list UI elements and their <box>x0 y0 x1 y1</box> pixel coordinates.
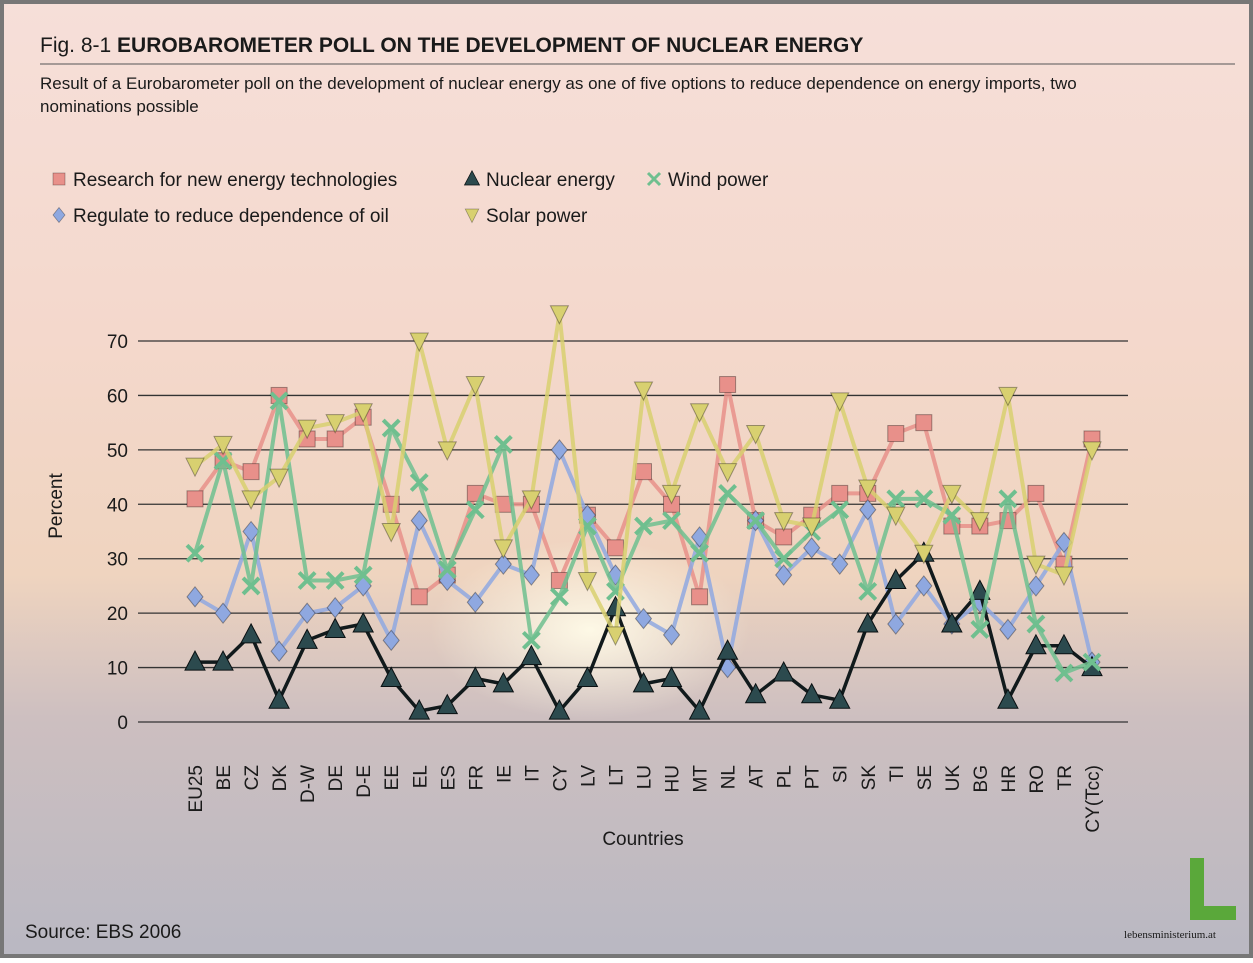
marker <box>243 464 259 480</box>
x-tick-label: TI <box>887 765 908 782</box>
legend-label: Research for new energy technologies <box>73 170 397 191</box>
x-tick-label: PL <box>775 765 796 788</box>
y-tick-label: 30 <box>107 550 128 571</box>
x-tick-label: LV <box>578 765 599 787</box>
logo-text: lebensministerium.at <box>1124 929 1216 941</box>
y-tick-label: 70 <box>107 332 128 353</box>
y-tick-label: 60 <box>107 386 128 407</box>
x-tick-label: RO <box>1027 765 1048 794</box>
marker <box>720 377 736 393</box>
logo-mark <box>1190 906 1236 920</box>
figure-label: Fig. 8-1 <box>40 34 111 57</box>
x-tick-label: CY(Tcc) <box>1083 765 1104 833</box>
marker <box>916 415 932 431</box>
x-tick-label: AT <box>747 765 768 788</box>
x-tick-label: EE <box>382 765 403 790</box>
y-tick-label: 10 <box>107 659 128 680</box>
chart: Fig. 8-1 EUROBAROMETER POLL ON THE DEVEL… <box>0 0 1253 958</box>
x-tick-label: DE <box>326 765 347 791</box>
legend-item: Research for new energy technologies <box>53 170 397 191</box>
x-tick-label: UK <box>943 765 964 792</box>
source: Source: EBS 2006 <box>25 922 181 943</box>
x-tick-label: EL <box>410 765 431 788</box>
x-tick-label: BG <box>971 765 992 792</box>
legend-label: Wind power <box>668 170 769 191</box>
x-tick-label: NL <box>719 765 740 789</box>
y-tick-label: 20 <box>107 604 128 625</box>
x-tick-label: ES <box>438 765 459 790</box>
x-tick-label: LT <box>606 765 627 786</box>
x-tick-label: D-W <box>298 765 319 803</box>
legend-label: Regulate to reduce dependence of oil <box>73 206 389 227</box>
x-tick-label: MT <box>691 765 712 793</box>
x-tick-label: HR <box>999 765 1020 792</box>
marker <box>692 589 708 605</box>
x-tick-label: PT <box>803 765 824 790</box>
legend-label: Nuclear energy <box>486 170 615 191</box>
marker <box>187 491 203 507</box>
marker <box>1028 485 1044 501</box>
x-tick-label: IE <box>494 765 515 783</box>
x-tick-label: CY <box>550 765 571 792</box>
title-text: EUROBAROMETER POLL ON THE DEVELOPMENT OF… <box>117 34 863 57</box>
x-tick-label: FR <box>466 765 487 790</box>
x-tick-label: D-E <box>354 765 375 798</box>
y-axis-label: Percent <box>46 473 67 539</box>
x-tick-label: TR <box>1055 765 1076 790</box>
marker <box>411 589 427 605</box>
marker <box>888 426 904 442</box>
x-tick-label: BE <box>214 765 235 790</box>
x-tick-label: SI <box>831 765 852 783</box>
y-tick-label: 40 <box>107 495 128 516</box>
marker <box>832 485 848 501</box>
x-tick-label: SK <box>859 765 880 791</box>
marker <box>636 464 652 480</box>
chart-title: Fig. 8-1 EUROBAROMETER POLL ON THE DEVEL… <box>40 34 863 57</box>
x-tick-label: CZ <box>242 765 263 791</box>
subtitle-box: Result of a Eurobarometer poll on the de… <box>40 72 1160 122</box>
legend-marker <box>53 173 65 185</box>
y-tick-label: 50 <box>107 441 128 462</box>
x-tick-label: EU25 <box>186 765 207 813</box>
legend-item: Nuclear energy <box>465 170 616 191</box>
x-tick-label: HU <box>663 765 684 792</box>
y-tick-label: 0 <box>117 713 128 734</box>
x-tick-label: SE <box>915 765 936 790</box>
x-axis-label: Countries <box>602 829 683 850</box>
x-tick-label: IT <box>522 765 543 782</box>
legend-label: Solar power <box>486 206 588 227</box>
legend-item: Regulate to reduce dependence of oil <box>53 206 389 227</box>
x-tick-label: LU <box>635 765 656 789</box>
marker <box>607 540 623 556</box>
subtitle: Result of a Eurobarometer poll on the de… <box>40 72 1160 118</box>
x-tick-label: DK <box>270 765 291 792</box>
